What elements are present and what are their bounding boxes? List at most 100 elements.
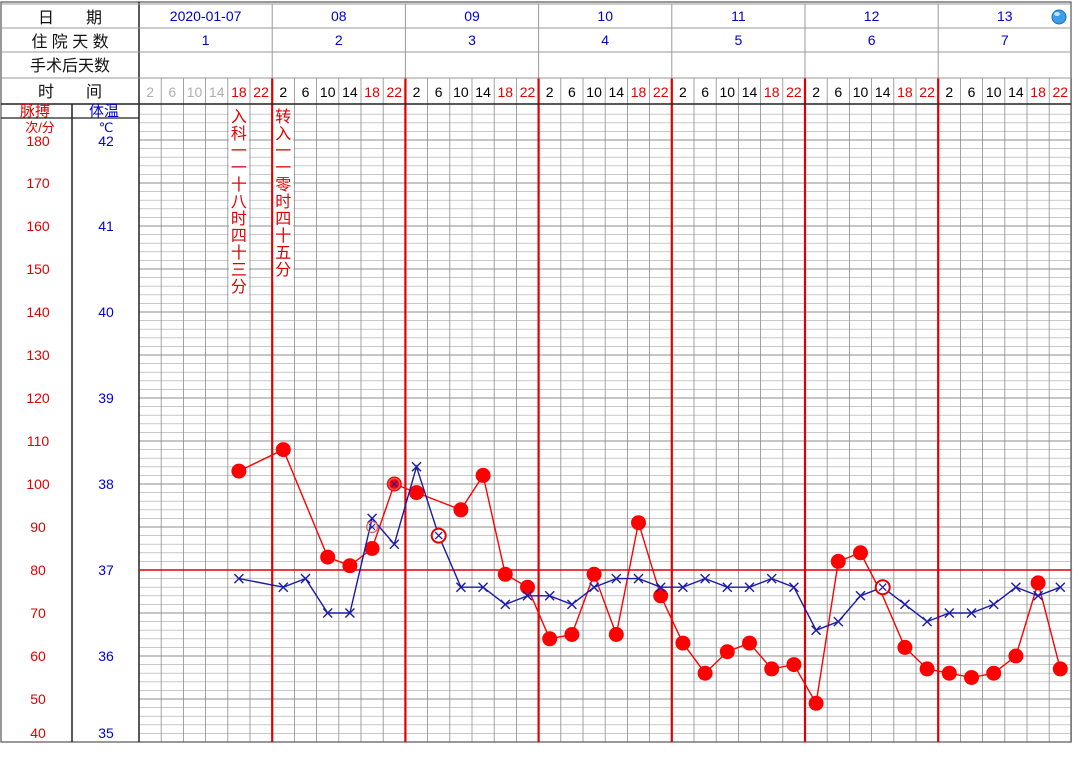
temp-tick-label: 40 <box>98 304 114 320</box>
pulse-point <box>986 665 1002 681</box>
hour-cell: 6 <box>302 84 310 100</box>
hour-cell: 14 <box>875 84 891 100</box>
annotation-bg <box>273 106 294 282</box>
hospital-day-cell: 7 <box>1001 32 1009 48</box>
header-label-time: 时 间 <box>38 83 102 101</box>
pulse-point <box>275 442 291 458</box>
hospital-day-cell: 1 <box>202 32 210 48</box>
temp-tick-label: 37 <box>98 562 114 578</box>
pulse-point <box>653 588 669 604</box>
pulse-tick-label: 160 <box>26 218 50 234</box>
hospital-day-cell: 4 <box>601 32 609 48</box>
hour-cell: 6 <box>168 84 176 100</box>
pulse-point <box>675 635 691 651</box>
admission-annotation: 入科一一十八时四十三分 <box>228 106 249 299</box>
temp-tick-label: 41 <box>98 218 114 234</box>
admission-annotation: 转入一一零时四十五分 <box>273 106 294 282</box>
temp-axis-title: 体温 <box>89 103 119 120</box>
pulse-tick-label: 140 <box>26 304 50 320</box>
temp-point <box>233 573 244 584</box>
temp-tick-label: 42 <box>98 133 114 149</box>
pulse-point <box>964 670 979 685</box>
axis-labels: 脉搏 体温次/分 ℃ 180 170 160 150 140 130 120 110 100 90 80 7… <box>20 103 119 741</box>
temp-point <box>899 599 910 610</box>
temp-point <box>322 608 333 618</box>
temp-point <box>966 608 977 618</box>
hour-cell: 14 <box>1008 84 1024 100</box>
overlap-point <box>874 579 891 596</box>
hour-cell: 6 <box>568 84 576 100</box>
pulse-point <box>742 635 757 651</box>
temp-point <box>766 573 777 584</box>
hour-cell: 10 <box>453 84 469 100</box>
temp-point <box>522 590 533 601</box>
hour-cell: 22 <box>786 84 802 100</box>
annotation-text: 入科一一十八时四十三分 <box>231 109 247 296</box>
pulse-point <box>497 566 513 582</box>
pulse-tick-label: 110 <box>27 433 50 449</box>
temp-point <box>722 582 733 593</box>
temp-tick-label: 39 <box>98 390 114 406</box>
temp-axis-unit: ℃ <box>99 120 114 135</box>
hour-cell: 10 <box>320 84 336 100</box>
hour-cell: 2 <box>413 84 421 100</box>
pulse-point <box>764 661 780 677</box>
pulse-point <box>608 627 624 642</box>
pulse-point <box>564 627 580 642</box>
hour-cell: 2 <box>812 84 820 100</box>
hospital-day-cell: 6 <box>868 32 876 48</box>
pulse-tick-label: 90 <box>30 519 46 535</box>
temp-point <box>700 573 711 584</box>
date-cell: 13 <box>997 8 1013 24</box>
hour-cell: 14 <box>342 84 358 100</box>
pulse-point <box>631 515 646 531</box>
hour-cell: 22 <box>919 84 935 100</box>
temp-point <box>344 608 355 618</box>
hour-cell: 22 <box>653 84 669 100</box>
hour-cell: 22 <box>520 84 536 100</box>
hour-cell: 18 <box>764 84 780 100</box>
overlap-point <box>430 527 447 544</box>
hour-cell: 14 <box>742 84 758 100</box>
temp-point <box>633 573 644 584</box>
pulse-tick-label: 130 <box>26 347 50 363</box>
temp-point <box>566 599 577 610</box>
temp-point <box>922 616 933 627</box>
hour-cell: 6 <box>701 84 709 100</box>
temp-point <box>544 590 555 601</box>
hour-cell: 10 <box>187 84 203 100</box>
hour-cell: 14 <box>609 84 625 100</box>
pulse-point <box>830 553 846 569</box>
pulse-tick-label: 100 <box>26 476 50 492</box>
pulse-tick-label: 180 <box>26 133 50 149</box>
pulse-point <box>1008 648 1024 664</box>
extra-point <box>366 520 379 534</box>
date-cell: 2020-01-07 <box>170 8 242 24</box>
hour-cell: 10 <box>853 84 869 100</box>
pulse-point <box>941 665 957 681</box>
pulse-point <box>475 467 491 483</box>
pulse-point <box>409 485 424 501</box>
hour-cell: 22 <box>1053 84 1069 100</box>
temp-point <box>677 582 688 593</box>
temp-point <box>655 582 666 593</box>
pulse-axis-unit: 次/分 <box>25 120 55 135</box>
temp-point <box>1033 590 1044 601</box>
hour-cell: 10 <box>586 84 602 100</box>
hour-cell: 14 <box>209 84 225 100</box>
hour-cell: 18 <box>631 84 647 100</box>
hour-cell: 2 <box>146 84 154 100</box>
temp-point <box>1055 582 1066 593</box>
temp-point <box>1010 582 1021 593</box>
temp-point <box>278 582 289 593</box>
hour-cell: 18 <box>498 84 514 100</box>
pulse-point <box>697 665 713 681</box>
temp-point <box>455 582 466 593</box>
pulse-point <box>231 463 247 479</box>
series-layer <box>231 442 1068 711</box>
hour-cell: 18 <box>364 84 380 100</box>
globe-icon[interactable] <box>1051 9 1067 25</box>
